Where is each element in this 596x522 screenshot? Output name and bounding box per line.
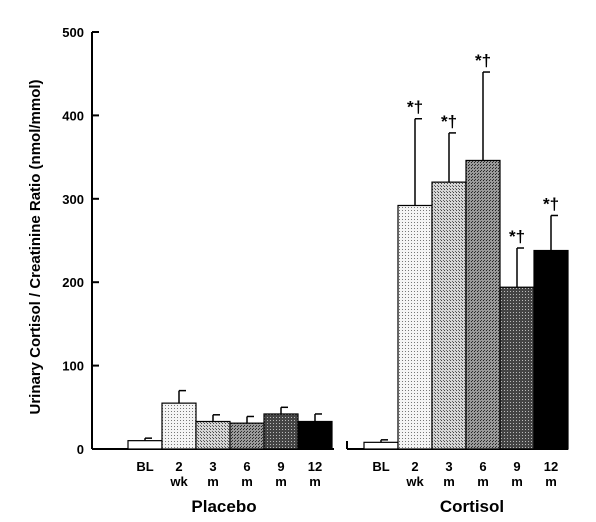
bar [465,159,501,450]
bar [397,204,433,450]
category-label: m [275,474,287,489]
category-label: m [309,474,321,489]
bar [127,440,163,450]
category-label: 2 [175,459,182,474]
significance-annotation: *† [509,227,525,246]
category-label: 12 [544,459,558,474]
category-label: m [241,474,253,489]
bar [297,420,333,450]
y-tick-label: 400 [62,108,84,123]
category-label: BL [136,459,153,474]
category-label: m [477,474,489,489]
y-tick-label: 100 [62,359,84,374]
category-label: wk [169,474,188,489]
significance-annotation: *† [441,112,457,131]
bar [363,441,399,450]
category-label: m [207,474,219,489]
category-label: BL [372,459,389,474]
category-label: 3 [209,459,216,474]
category-label: m [545,474,557,489]
group-label: Cortisol [440,497,504,516]
y-tick-label: 300 [62,192,84,207]
category-label: 3 [445,459,452,474]
category-label: m [443,474,455,489]
category-label: 6 [479,459,486,474]
category-label: 9 [277,459,284,474]
significance-annotation: *† [543,194,559,213]
bar [229,422,265,450]
category-label: wk [405,474,424,489]
significance-annotation: *† [475,51,491,70]
bar [263,413,299,450]
category-label: 6 [243,459,250,474]
y-tick-label: 200 [62,275,84,290]
category-label: 9 [513,459,520,474]
y-tick-label: 500 [62,25,84,40]
bar [499,286,535,450]
significance-annotation: *† [407,98,423,117]
bars: *† *† *† *† *† [127,51,569,450]
y-tick-label: 0 [77,442,84,457]
bar [195,420,231,450]
category-label: 2 [411,459,418,474]
bar [161,402,197,450]
group-label: Placebo [191,497,256,516]
bar [533,249,569,450]
y-axis-title: Urinary Cortisol / Creatinine Ratio (nmo… [27,79,44,414]
category-label: 12 [308,459,322,474]
bar [431,181,467,450]
category-label: m [511,474,523,489]
